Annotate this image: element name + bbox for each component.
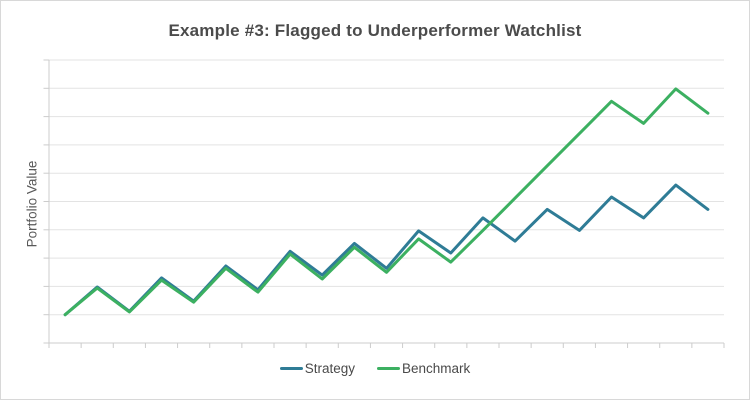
legend-label-benchmark: Benchmark bbox=[402, 361, 471, 376]
strategy-line-swatch-icon bbox=[279, 367, 303, 370]
legend-item-strategy[interactable]: Strategy bbox=[279, 361, 355, 376]
benchmark-line bbox=[63, 87, 710, 317]
legend: Strategy Benchmark bbox=[1, 361, 749, 376]
legend-item-benchmark[interactable]: Benchmark bbox=[377, 361, 470, 376]
benchmark-line-swatch-icon bbox=[377, 367, 400, 370]
chart-title: Example #3: Flagged to Underperformer Wa… bbox=[168, 21, 582, 40]
strategy-line bbox=[63, 183, 710, 317]
legend-label-strategy: Strategy bbox=[304, 361, 355, 376]
